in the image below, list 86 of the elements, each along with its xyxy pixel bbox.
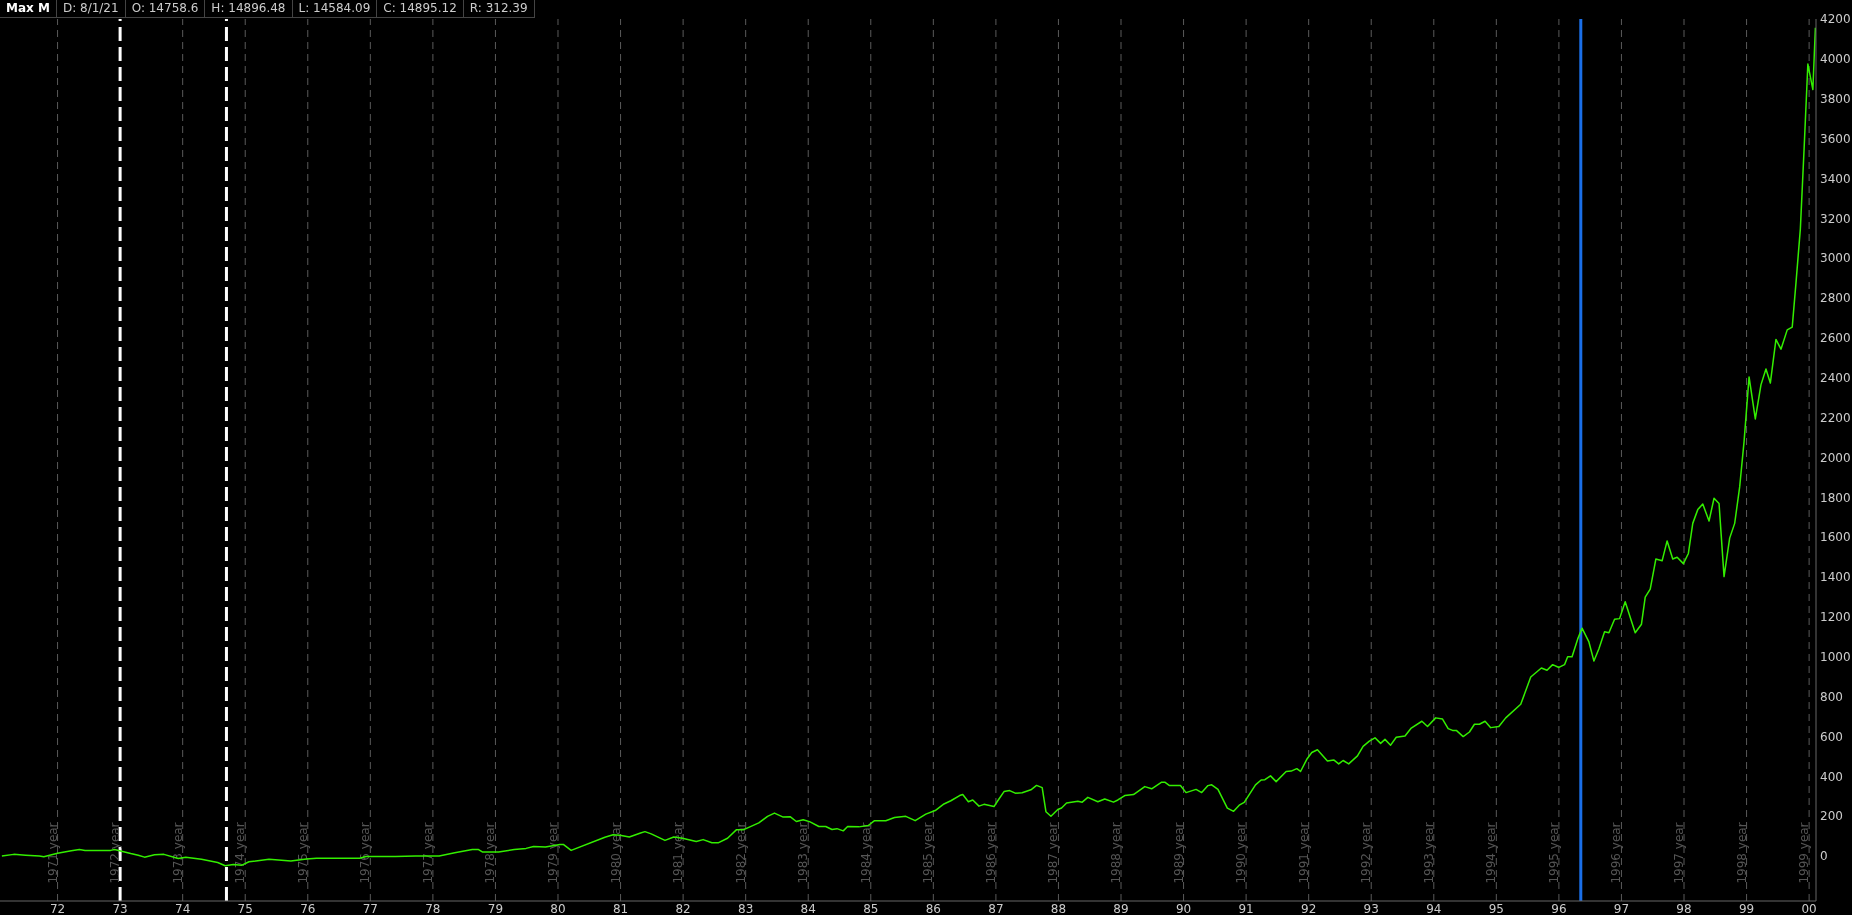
- x-tick-label: 93: [1363, 901, 1379, 915]
- ref-line-label: 1986 year: [983, 822, 998, 884]
- y-tick-label: 2600: [1820, 331, 1851, 346]
- x-tick-label: 91: [1238, 901, 1254, 915]
- text: L: 14584.09: [292, 0, 378, 17]
- y-tick-label: 200: [1820, 809, 1843, 824]
- y-tick-label: 3400: [1820, 171, 1851, 186]
- ref-line-label: 1983 year: [796, 822, 811, 884]
- text: D: 8/1/21: [56, 0, 126, 17]
- x-tick-label: 83: [738, 901, 754, 915]
- y-tick-label: 1800: [1820, 490, 1851, 505]
- x-tick-label: 72: [49, 901, 66, 915]
- x-tick-label: 99: [1738, 901, 1755, 915]
- x-tick-label: 84: [800, 901, 816, 915]
- y-tick-label: 2000: [1820, 450, 1851, 465]
- ref-line-label: 1988 year: [1109, 822, 1123, 884]
- ref-line-label: 1987 year: [1046, 822, 1061, 884]
- text: C: 14895.12: [377, 0, 464, 17]
- y-tick-label: 3600: [1820, 131, 1851, 146]
- text: R: 312.39: [463, 0, 535, 17]
- x-tick-label: 96: [1551, 901, 1567, 915]
- y-tick-label: 1000: [1820, 649, 1851, 664]
- ref-line-label: 1976 year: [358, 822, 373, 884]
- x-tick-label: 87: [988, 901, 1004, 915]
- y-tick-label: 4200: [1820, 12, 1851, 27]
- ref-line-label: 1978 year: [483, 822, 498, 884]
- ref-line-label: 1998 year: [1734, 822, 1749, 884]
- ref-line-label: 1989 year: [1171, 822, 1186, 884]
- ref-line-label: 1991 year: [1296, 822, 1311, 884]
- x-tick-label: 00: [1801, 901, 1817, 915]
- ref-line-label: 1992 year: [1359, 822, 1374, 884]
- ref-line-label: 1971 year: [45, 822, 60, 884]
- y-tick-label: 2800: [1820, 291, 1851, 306]
- x-tick-label: 78: [425, 901, 441, 915]
- x-tick-label: 73: [112, 901, 128, 915]
- x-tick-label: 95: [1488, 901, 1504, 915]
- y-tick-label: 3800: [1820, 91, 1851, 106]
- x-tick-label: 76: [300, 901, 316, 915]
- ref-line-label: 1985 year: [921, 822, 936, 884]
- text: H: 14896.48: [205, 0, 293, 17]
- x-tick-label: 74: [175, 901, 191, 915]
- ref-line-label: 1993 year: [1421, 822, 1436, 884]
- x-tick-label: 86: [925, 901, 941, 915]
- y-tick-label: 1200: [1820, 610, 1851, 625]
- x-tick-label: 97: [1613, 901, 1630, 915]
- ref-line-label: 1972 year: [108, 822, 123, 884]
- y-tick-label: 2400: [1820, 370, 1851, 385]
- ref-line-label: 1973 year: [170, 822, 185, 884]
- ref-line-label: 1981 year: [671, 822, 686, 884]
- ref-line-label: 1996 year: [1609, 822, 1624, 884]
- y-tick-label: 3000: [1820, 251, 1851, 266]
- x-tick-label: 89: [1113, 901, 1129, 915]
- y-tick-label: 3200: [1820, 211, 1851, 226]
- ref-line-label: 1984 year: [858, 822, 873, 884]
- x-tick-label: 79: [487, 901, 504, 915]
- ref-line-label: 1995 year: [1546, 822, 1561, 884]
- ref-line-label: 1997 year: [1672, 822, 1687, 884]
- x-tick-label: 75: [237, 901, 253, 915]
- y-tick-label: 1400: [1820, 570, 1851, 585]
- ref-line-label: 1994 year: [1484, 822, 1499, 884]
- y-tick-label: 2200: [1820, 410, 1851, 425]
- y-tick-label: 4000: [1820, 52, 1851, 67]
- x-tick-label: 88: [1050, 901, 1067, 915]
- ref-line-label: 1975 year: [295, 822, 310, 884]
- y-tick-label: 1600: [1820, 530, 1851, 545]
- ref-line-label: 1974 year: [233, 822, 248, 884]
- ref-line-label: 1979 year: [546, 822, 560, 884]
- x-tick-label: 77: [362, 901, 378, 915]
- ref-line-label: 1980 year: [608, 822, 623, 884]
- y-tick-label: 600: [1820, 729, 1843, 744]
- x-tick-label: 85: [863, 901, 879, 915]
- x-tick-label: 80: [550, 901, 566, 915]
- y-tick-label: 400: [1820, 769, 1843, 784]
- x-tick-label: 90: [1175, 901, 1192, 915]
- x-tick-label: 98: [1676, 901, 1692, 915]
- text: Max M: [0, 0, 57, 17]
- x-tick-label: 92: [1301, 901, 1317, 915]
- x-tick-label: 81: [612, 901, 629, 915]
- x-tick-label: 94: [1426, 901, 1442, 915]
- text: O: 14758.6: [125, 0, 206, 17]
- y-tick-label: 800: [1820, 689, 1843, 704]
- x-tick-label: 82: [675, 901, 691, 915]
- ref-line-label: 1990 year: [1234, 822, 1249, 884]
- y-tick-label: 0: [1820, 849, 1828, 864]
- ref-line-label: 1977 year: [420, 822, 435, 884]
- ref-line-label: 1999 year: [1797, 822, 1812, 884]
